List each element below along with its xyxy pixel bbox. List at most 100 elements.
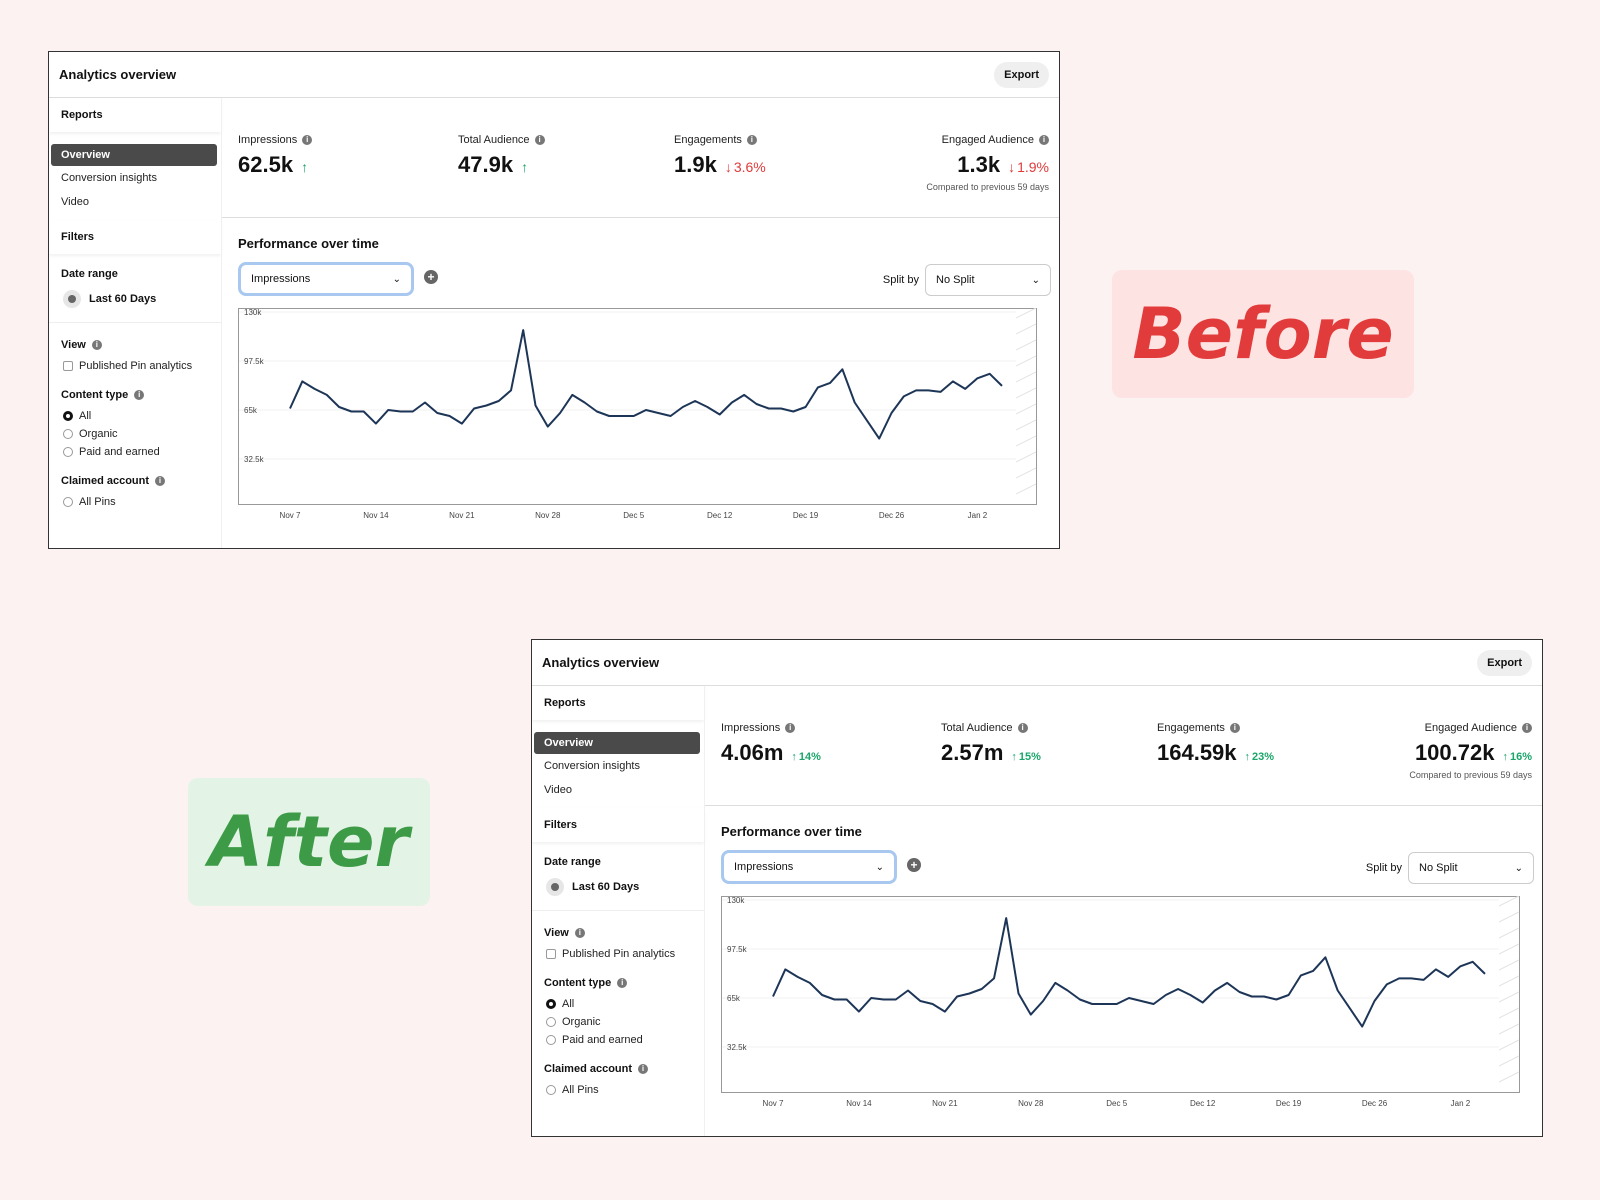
- clock-icon: [546, 878, 564, 896]
- info-icon[interactable]: i: [1039, 135, 1049, 145]
- kpi-value: 1.3k: [957, 152, 1001, 177]
- main-content: Impressions i 4.06m ↑ 14% Total Audience i 2…: [704, 686, 1542, 1136]
- hatch-line: [1498, 927, 1520, 939]
- metric-select[interactable]: Impressions ⌄: [721, 850, 897, 884]
- kpi-label: Engagements: [1157, 722, 1225, 734]
- performance-title: Performance over time: [238, 236, 379, 251]
- date-range-selector[interactable]: Last 60 Days: [532, 878, 704, 896]
- info-icon[interactable]: i: [91, 340, 102, 350]
- content-type-paid-label: Paid and earned: [79, 446, 160, 458]
- add-metric-icon[interactable]: +: [424, 270, 438, 284]
- sidebar-item-conversion-insights[interactable]: Conversion insights: [61, 172, 157, 184]
- y-tick-label: 32.5k: [727, 1043, 748, 1052]
- sidebar-item-conversion-insights[interactable]: Conversion insights: [544, 760, 640, 772]
- date-range-selector[interactable]: Last 60 Days: [49, 290, 221, 308]
- info-icon[interactable]: i: [638, 1064, 649, 1074]
- view-label: View i: [532, 927, 704, 939]
- reports-heading: Reports: [532, 686, 704, 720]
- kpi-total-audience: Total Audience i 47.9k ↑: [458, 134, 545, 178]
- content-type-all-label: All: [562, 998, 575, 1010]
- kpi-delta-value: 3.6%: [733, 159, 766, 175]
- hatch-line: [1015, 308, 1037, 319]
- kpi-impressions: Impressions i 4.06m ↑ 14%: [721, 722, 821, 766]
- info-icon[interactable]: i: [1229, 723, 1240, 733]
- content-type-organic-radio[interactable]: Organic: [49, 425, 221, 443]
- metric-select-value: Impressions: [734, 861, 794, 873]
- add-metric-icon[interactable]: +: [907, 858, 921, 872]
- kpi-delta: ↑ 15%: [1011, 751, 1041, 763]
- sidebar-item-video[interactable]: Video: [61, 196, 89, 208]
- sidebar-item-video[interactable]: Video: [544, 784, 572, 796]
- hatch-line: [1498, 1071, 1520, 1083]
- impressions-series-line: [289, 329, 1003, 440]
- x-tick-label: Nov 14: [363, 511, 389, 520]
- kpi-row: Impressions i 62.5k ↑ Total Audience i 47.9…: [222, 98, 1059, 218]
- x-tick-label: Nov 7: [763, 1099, 784, 1108]
- content-type-organic-radio[interactable]: Organic: [532, 1013, 704, 1031]
- published-pin-label: Published Pin analytics: [79, 360, 193, 372]
- hatch-line: [1015, 435, 1037, 447]
- filters-heading: Filters: [49, 220, 221, 254]
- content-type-organic-label: Organic: [562, 1016, 601, 1028]
- export-button[interactable]: Export: [1477, 649, 1532, 676]
- content-type-all-radio[interactable]: All: [49, 407, 221, 425]
- date-range-value: Last 60 Days: [89, 293, 157, 305]
- content-type-paid-radio[interactable]: Paid and earned: [532, 1031, 704, 1049]
- kpi-total-audience: Total Audience i 2.57m ↑ 15%: [941, 722, 1041, 766]
- hatch-line: [1498, 943, 1520, 955]
- info-icon[interactable]: i: [617, 978, 628, 988]
- export-button[interactable]: Export: [994, 61, 1049, 88]
- compare-note: Compared to previous 59 days: [926, 182, 1049, 192]
- x-tick-label: Nov 7: [280, 511, 301, 520]
- published-pin-checkbox[interactable]: Published Pin analytics: [532, 945, 704, 963]
- info-icon[interactable]: i: [785, 723, 796, 733]
- claimed-account-label-text: Claimed account: [544, 1063, 633, 1075]
- kpi-value: 62.5k: [238, 152, 294, 177]
- x-tick-label: Dec 19: [793, 511, 819, 520]
- info-icon[interactable]: i: [155, 476, 166, 486]
- info-icon[interactable]: i: [746, 135, 757, 145]
- split-by-label: Split by: [882, 274, 919, 286]
- hatch-line: [1015, 403, 1037, 415]
- claimed-all-pins-radio[interactable]: All Pins: [49, 493, 221, 511]
- sidebar-item-overview[interactable]: Overview: [534, 732, 700, 754]
- panel-header: Analytics overview Export: [532, 640, 1542, 686]
- claimed-all-pins-radio[interactable]: All Pins: [532, 1081, 704, 1099]
- hatch-line: [1015, 467, 1037, 479]
- content-type-all-label: All: [79, 410, 92, 422]
- hatch-line: [1498, 1023, 1520, 1035]
- performance-title: Performance over time: [721, 824, 862, 839]
- info-icon[interactable]: i: [534, 135, 545, 145]
- clock-icon: [63, 290, 81, 308]
- claimed-account-label: Claimed account i: [49, 475, 221, 487]
- reports-heading: Reports: [49, 98, 221, 132]
- kpi-delta-value: 1.9%: [1017, 159, 1049, 175]
- performance-chart: 130k 97.5k 65k 32.5k Nov 7 Nov 14 Nov 21 Nov 28…: [238, 308, 1037, 520]
- published-pin-checkbox[interactable]: Published Pin analytics: [49, 357, 221, 375]
- content-type-organic-label: Organic: [79, 428, 118, 440]
- view-label-text: View: [61, 339, 86, 351]
- metric-select[interactable]: Impressions ⌄: [238, 262, 414, 296]
- info-icon[interactable]: i: [1017, 723, 1028, 733]
- x-tick-label: Jan 2: [1451, 1099, 1471, 1108]
- x-tick-label: Dec 5: [1106, 1099, 1127, 1108]
- info-icon[interactable]: i: [134, 390, 145, 400]
- chevron-down-icon: ⌄: [1031, 274, 1040, 286]
- content-type-all-radio[interactable]: All: [532, 995, 704, 1013]
- hatch-line: [1498, 896, 1520, 907]
- info-icon[interactable]: i: [1522, 723, 1532, 733]
- filters-heading: Filters: [532, 808, 704, 842]
- kpi-label: Engaged Audience: [1424, 722, 1517, 734]
- x-tick-label: Nov 21: [449, 511, 475, 520]
- arrow-icon: ↑: [521, 159, 529, 175]
- split-by-select[interactable]: No Split ⌄: [1408, 852, 1534, 884]
- content-type-paid-radio[interactable]: Paid and earned: [49, 443, 221, 461]
- kpi-delta: ↑: [301, 159, 310, 175]
- hatch-line: [1498, 1007, 1520, 1019]
- split-by-select[interactable]: No Split ⌄: [925, 264, 1051, 296]
- info-icon[interactable]: i: [574, 928, 585, 938]
- info-icon[interactable]: i: [302, 135, 313, 145]
- sidebar-item-overview[interactable]: Overview: [51, 144, 217, 166]
- panel-header: Analytics overview Export: [49, 52, 1059, 98]
- date-range-value: Last 60 Days: [572, 881, 640, 893]
